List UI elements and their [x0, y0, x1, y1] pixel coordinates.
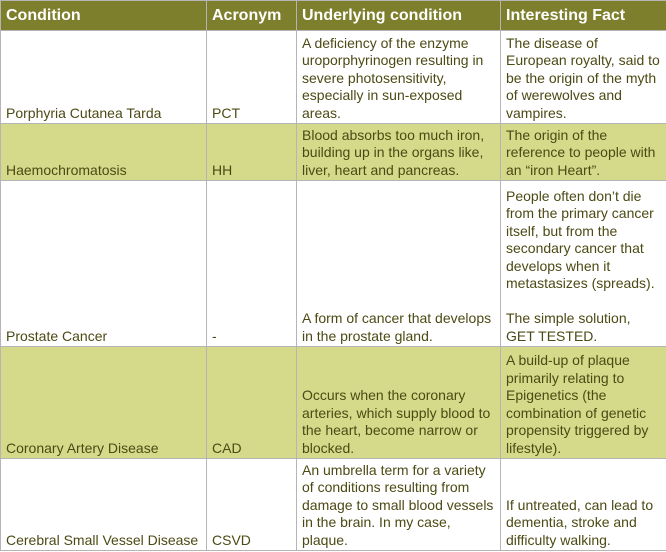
table-row: Porphyria Cutanea Tarda PCT A deficiency o… — [0, 30, 666, 124]
table-cell: HH — [206, 123, 297, 181]
table-cell: CAD — [206, 346, 297, 459]
table-cell: - — [206, 180, 297, 347]
table-cell: CSVD — [206, 458, 297, 551]
table-cell: The disease of European royalty, said to… — [500, 30, 666, 124]
header-cell: Interesting Fact — [500, 0, 666, 31]
table-row: Haemochromatosis HH Blood absorbs too much… — [0, 123, 666, 181]
table-cell: If untreated, can lead to dementia, stro… — [500, 458, 666, 551]
table-cell: An umbrella term for a variety of condit… — [296, 458, 501, 551]
table-cell: The origin of the reference to people wi… — [500, 123, 666, 181]
table-cell: Porphyria Cutanea Tarda — [0, 30, 207, 124]
header-cell: Condition — [0, 0, 207, 31]
table-cell: People often don’t die from the primary … — [500, 180, 666, 347]
table-cell: Blood absorbs too much iron, building up… — [296, 123, 501, 181]
table-cell: A deficiency of the enzyme uroporphyrino… — [296, 30, 501, 124]
table-cell: Prostate Cancer — [0, 180, 207, 347]
table-cell: Coronary Artery Disease — [0, 346, 207, 459]
table-cell: Cerebral Small Vessel Disease — [0, 458, 207, 551]
table-cell: A form of cancer that develops in the pr… — [296, 180, 501, 347]
table-cell: Haemochromatosis — [0, 123, 207, 181]
table-cell: PCT — [206, 30, 297, 124]
table-cell: A build-up of plaque primarily relating … — [500, 346, 666, 459]
table-cell: Occurs when the coronary arteries, which… — [296, 346, 501, 459]
header-row: Condition Acronym Underlying condition Inte… — [0, 0, 666, 31]
table-row: Prostate Cancer - A form of cancer that de… — [0, 180, 666, 347]
table-row: Cerebral Small Vessel Disease CSVD An umbr… — [0, 458, 666, 551]
table-row: Coronary Artery Disease CAD Occurs when th… — [0, 346, 666, 459]
header-cell: Underlying condition — [296, 0, 501, 31]
header-cell: Acronym — [206, 0, 297, 31]
